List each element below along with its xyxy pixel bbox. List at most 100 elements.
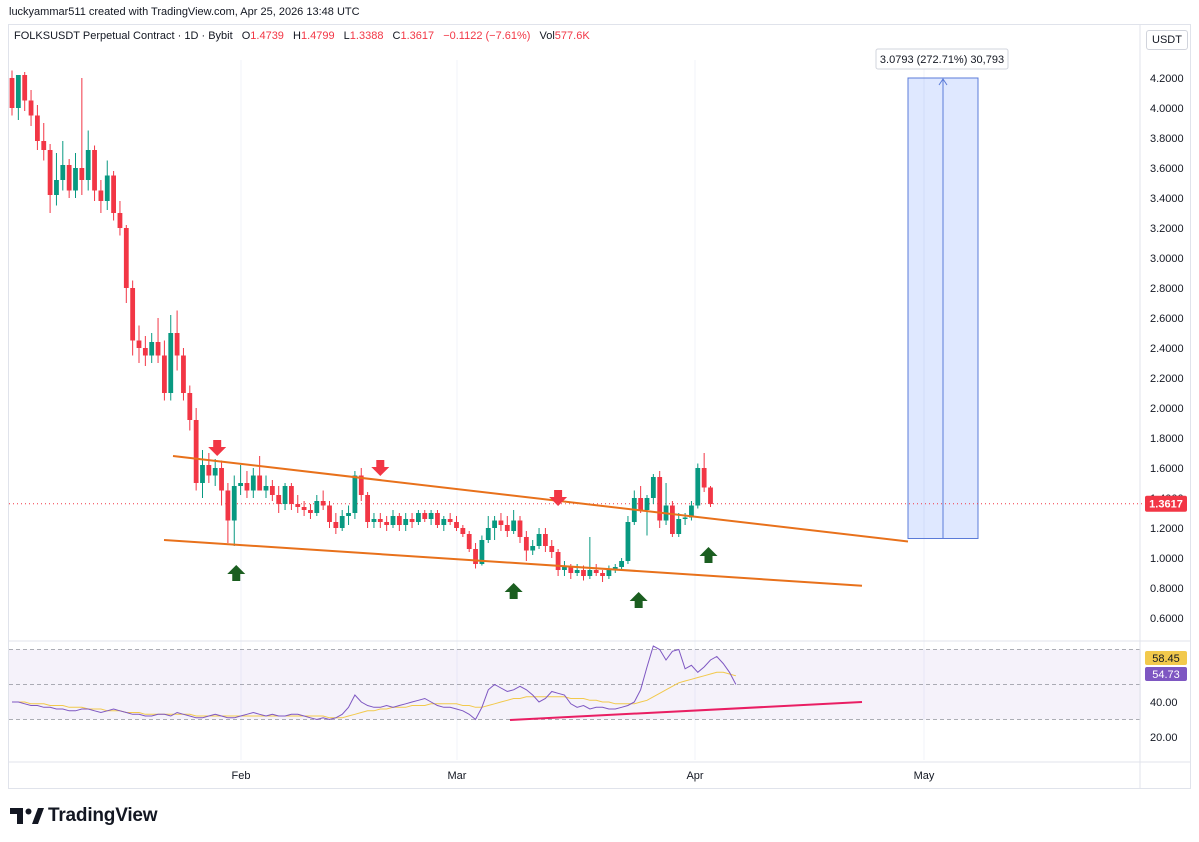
price-axis-tick: 4.0000 [1150,103,1184,115]
last-price-badge [1145,495,1187,512]
high-value: 1.4799 [300,30,335,42]
price-axis-tick: 0.6000 [1150,613,1184,625]
low-label: L [343,30,350,42]
candle-body [117,213,123,228]
change-value: −0.1122 (−7.61%) [443,30,531,42]
up-arrow-icon [629,592,648,608]
rsi-badge [1145,667,1187,681]
candle-body [644,498,650,510]
candle-body [9,78,15,108]
candle-body [638,498,644,510]
price-axis-tick: 1.0000 [1150,553,1184,565]
candle-body [263,486,269,491]
candle-body [543,534,548,546]
candle-body [181,355,186,393]
volume-label: Vol [539,30,555,42]
candle-body [536,534,542,546]
low-value: 1.3388 [349,30,384,42]
last-price-badge-text: 1.3617 [1149,499,1183,511]
candle-body [650,477,656,498]
candle-body [403,519,409,525]
candle-body [200,465,205,483]
candle-body [485,528,491,540]
down-arrow-icon [208,440,227,456]
candle-body [130,288,136,341]
candle-body [155,342,161,356]
up-arrow-icon [227,565,246,581]
time-axis-tick: Apr [686,770,703,782]
time-axis-tick: Feb [232,770,251,782]
candle-body [250,475,256,491]
candle-body [523,537,529,551]
candle-body [35,115,40,141]
upper-trendline [172,455,909,543]
candle-body [314,501,320,513]
price-axis-tick: 1.6000 [1150,463,1184,475]
candle-body [708,487,713,504]
candle-body [276,495,282,504]
candle-body [168,333,174,393]
candle-body [54,180,59,195]
candle-body [352,475,358,513]
up-arrow-icon [504,583,523,599]
candle-body [447,519,453,522]
open-label: O [241,30,251,42]
candle-body [473,549,478,564]
candle-body [212,468,218,476]
candle-body [365,495,370,522]
candle-body [73,168,78,191]
rsi-ma-badge [1145,651,1187,665]
candle-body [238,483,243,486]
candle-body [593,570,599,573]
candle-body [162,355,167,393]
price-axis-tick: 2.8000 [1150,283,1184,295]
candle-body [555,552,561,570]
tradingview-logo-text: TradingView [48,805,158,826]
candle-body [289,486,294,504]
symbol-name[interactable]: FOLKSUSDT Perpetual Contract · 1D · Bybi… [14,30,233,42]
candle-body [111,175,116,213]
candle-body [504,525,510,531]
candle-body [123,228,129,288]
rsi-ma-line [12,671,737,719]
candle-body [676,519,682,534]
candle-body [327,505,332,522]
candle-body [231,486,237,521]
down-arrow-icon [549,490,568,506]
high-label: H [293,30,301,42]
candle-body [701,468,707,488]
candle-body [269,486,275,495]
time-axis-tick: May [914,770,935,782]
candle-body [511,520,517,531]
rsi-ma-badge-text: 58.45 [1152,653,1180,665]
lower-trendline [163,539,863,587]
candle-body [206,465,212,476]
price-axis-tick: 2.4000 [1150,343,1184,355]
price-axis-tick: 2.0000 [1150,403,1184,415]
volume-value: 577.6K [554,30,590,42]
currency-button[interactable]: USDT [1146,30,1188,50]
price-range-label-bg [875,48,1009,70]
price-axis-tick: 3.4000 [1150,193,1184,205]
candle-body [428,513,434,519]
tradingview-logo: TradingView [10,805,158,826]
close-value: 1.3617 [400,30,435,42]
open-value: 1.4739 [250,30,284,42]
candle-body [149,342,155,356]
up-arrow-icon [699,547,718,563]
candle-body [435,513,440,525]
candle-body [104,175,110,201]
candle-body [498,520,504,525]
candle-body [98,190,104,201]
price-axis-tick: 2.6000 [1150,313,1184,325]
candle-body [587,570,593,576]
candle-body [92,150,97,191]
price-axis-tick: 2.2000 [1150,373,1184,385]
candle-body [441,519,447,525]
candle-body [85,150,91,180]
price-axis-tick: 3.8000 [1150,133,1184,145]
price-axis-tick: 4.2000 [1150,73,1184,85]
candle-body [460,528,466,534]
candle-body [333,522,339,528]
